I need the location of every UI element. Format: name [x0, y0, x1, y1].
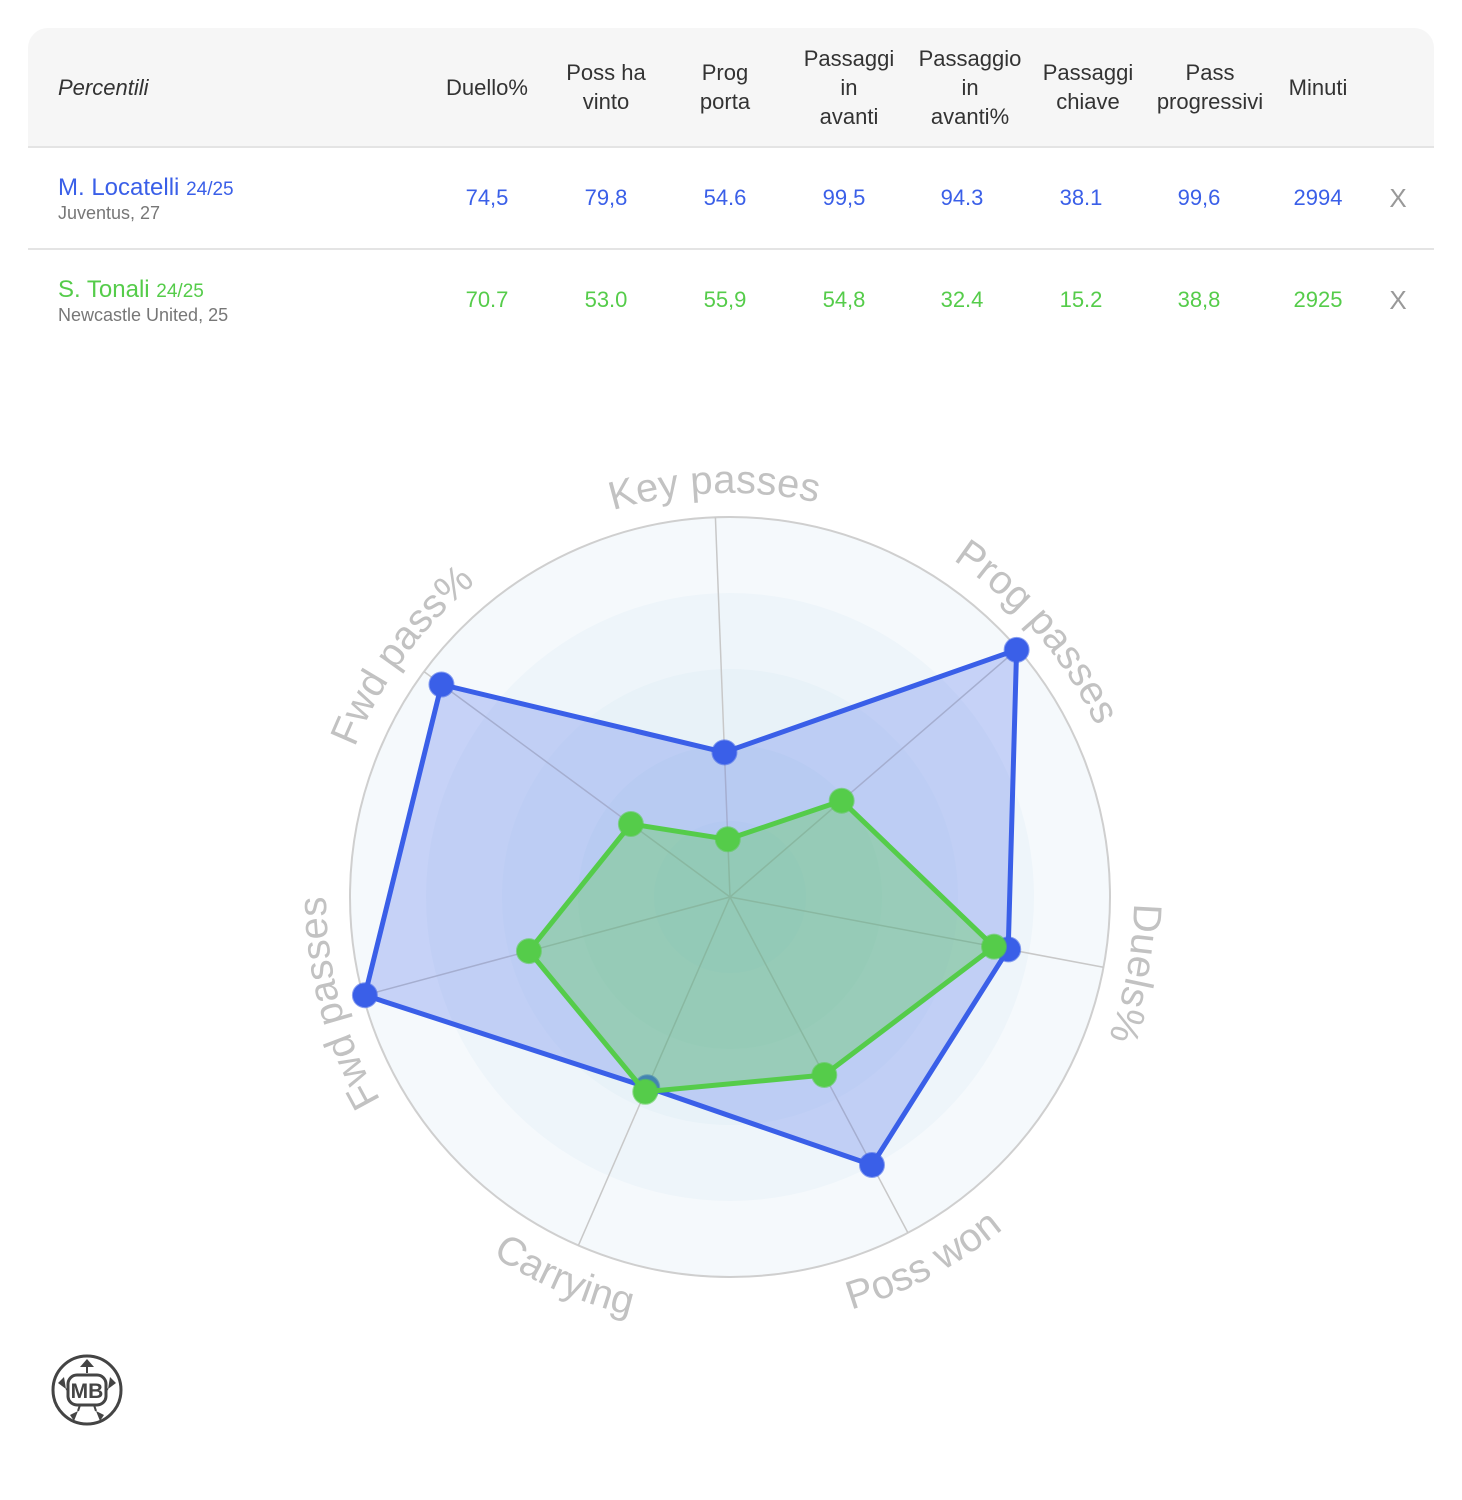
value-cell: 70.7	[465, 287, 509, 312]
header-col-text: vinto	[582, 89, 630, 114]
value-cell: 53.0	[584, 287, 628, 312]
series-point	[1003, 636, 1030, 663]
value-cell: 15.2	[1059, 287, 1103, 312]
value-cell: 55,9	[703, 287, 747, 312]
header-col-text: Duello%	[446, 74, 528, 100]
header-col-text: Passaggi	[1042, 60, 1134, 85]
header-col-text: Passaggio	[918, 45, 1022, 71]
header-col-2: Prog porta	[680, 28, 770, 146]
header-col-4: Passaggio in avanti%	[912, 28, 1028, 146]
series-point	[632, 1078, 659, 1105]
remove-player-button[interactable]: X	[1389, 284, 1407, 315]
series-point	[711, 739, 738, 766]
axis-label: Duels%	[1100, 903, 1169, 1049]
header-col-3: Passaggi in avanti	[793, 28, 905, 146]
value-cell: 99,5	[822, 185, 866, 210]
player-name-row[interactable]: S. Tonali 24/25	[58, 276, 204, 304]
value-cell: 38,8	[1177, 287, 1221, 312]
radar-spoke	[729, 896, 1104, 969]
header-col-6: Pass progressivi	[1149, 28, 1271, 146]
value-cell: 38.1	[1059, 185, 1103, 210]
radar-outer-ring	[349, 516, 1111, 1278]
header-col-text: Prog	[701, 60, 749, 85]
radar-spoke	[577, 896, 731, 1246]
series-point	[515, 938, 542, 965]
series-point	[858, 1151, 885, 1178]
value-cell: 2994	[1293, 185, 1343, 210]
axis-label-text: Duels%	[1100, 903, 1169, 1049]
header-percentili: Percentili	[58, 74, 149, 100]
radar-spoke	[423, 671, 731, 898]
player-team: Juventus, 27	[58, 203, 161, 223]
mb-logo: MB	[51, 1354, 123, 1426]
series-point	[981, 933, 1008, 960]
series-area	[362, 647, 1020, 1168]
table-row: S. Tonali 24/25 Newcastle United, 25 70.…	[28, 250, 1434, 350]
header-col-text: Minuti	[1288, 74, 1348, 100]
header-col-text: Poss ha	[566, 60, 646, 85]
axis-label: Key passes	[604, 458, 824, 519]
series-point	[811, 1061, 838, 1088]
header-col-text: in	[961, 74, 979, 100]
value-cell: 79,8	[584, 185, 628, 210]
table-row: M. Locatelli 24/25 Juventus, 27 74,5 79,…	[28, 148, 1434, 250]
percentile-table: Percentili Duello% Poss ha vinto Prog port…	[28, 28, 1434, 350]
remove-player-button[interactable]: X	[1389, 182, 1407, 213]
radar-series	[351, 636, 1030, 1178]
value-cell: 54.6	[703, 185, 747, 210]
player-season: 24/25	[156, 281, 204, 302]
player-name[interactable]: S. Tonali	[58, 276, 150, 303]
header-col-5: Passaggi chiave	[1032, 28, 1144, 146]
value-cell: 32.4	[940, 287, 984, 312]
player-name-row[interactable]: M. Locatelli 24/25	[58, 174, 234, 202]
logo-text: MB	[71, 1380, 104, 1403]
header-col-text: avanti	[819, 103, 879, 129]
header-col-text: Passaggi	[803, 45, 895, 71]
value-cell: 99,6	[1177, 185, 1221, 210]
header-col-text: porta	[699, 89, 751, 114]
radar-spoke	[729, 648, 1019, 898]
header-col-0: Duello%	[442, 28, 532, 146]
player-name[interactable]: M. Locatelli	[58, 174, 180, 201]
series-area	[526, 798, 997, 1095]
player-team: Newcastle United, 25	[58, 305, 229, 325]
series-point	[428, 671, 455, 698]
series-point	[828, 787, 855, 814]
value-cell: 94.3	[940, 185, 984, 210]
axis-label-text: Key passes	[604, 458, 824, 519]
value-cell: 2925	[1293, 287, 1343, 312]
header-col-7: Minuti	[1273, 28, 1363, 146]
player-season: 24/25	[186, 179, 234, 200]
header-col-text: avanti%	[930, 103, 1010, 129]
series-point	[714, 826, 741, 853]
header-col-1: Poss ha vinto	[561, 28, 651, 146]
header-col-text: progressivi	[1156, 89, 1264, 114]
value-cell: 74,5	[465, 185, 509, 210]
radar-spoke	[362, 896, 731, 997]
table-header: Percentili Duello% Poss ha vinto Prog port…	[28, 28, 1434, 148]
value-cell: 54,8	[822, 287, 866, 312]
series-point	[351, 982, 378, 1009]
header-col-text: chiave	[1056, 89, 1120, 114]
series-point	[617, 810, 644, 837]
header-col-text: in	[840, 74, 858, 100]
header-col-text: Pass	[1185, 60, 1235, 85]
